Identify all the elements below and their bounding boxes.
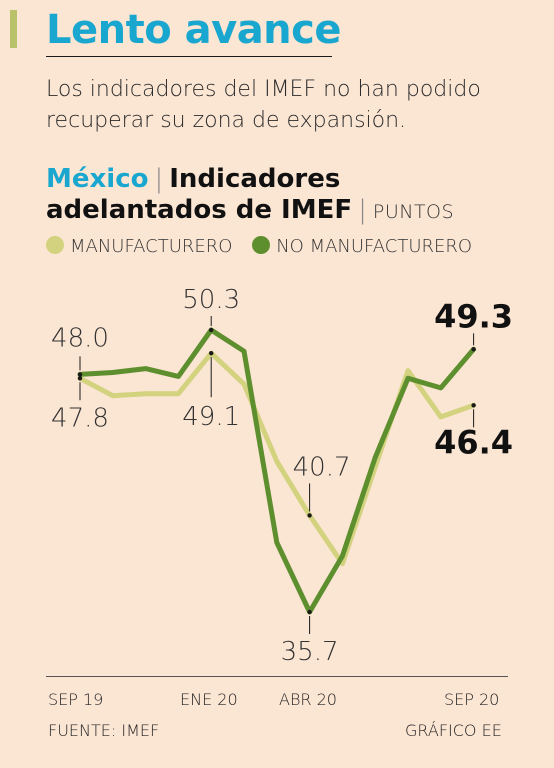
- x-tick-abr20: ABR 20: [279, 690, 337, 709]
- annotation-point-47-8: [77, 376, 83, 381]
- legend-item-manufacturero: MANUFACTURERO: [46, 236, 238, 257]
- series-line-no-manufacturero: [77, 327, 477, 615]
- data-label-49-1: 49.1: [182, 402, 240, 432]
- annotation-point-46-4: [471, 403, 476, 408]
- data-label-49-3: 49.3: [434, 297, 513, 335]
- data-label-46-4: 46.4: [434, 423, 513, 461]
- annotation-point-49-1: [209, 350, 214, 356]
- chart-heading: México | Indicadores adelantados de IMEF | P…: [46, 164, 546, 228]
- x-axis-line: [46, 676, 508, 677]
- legend-label-manufacturero: MANUFACTURERO: [70, 236, 233, 257]
- legend-dot-manufacturero: [46, 236, 64, 254]
- data-label-47-8: 47.8: [51, 403, 109, 433]
- data-label-48-0: 48.0: [51, 323, 109, 353]
- legend-item-no-manufacturero: NO MANUFACTURERO: [252, 236, 472, 257]
- source-note: FUENTE: IMEF: [48, 721, 160, 740]
- country-label: México: [46, 164, 149, 194]
- annotation-point-49-3: [471, 347, 476, 352]
- annotation-point-50-3: [209, 327, 214, 333]
- page-title: Lento avance: [46, 7, 342, 53]
- units-separator: |: [358, 195, 367, 225]
- annotation-point-35-7: [307, 609, 312, 615]
- data-label-35-7: 35.7: [281, 637, 339, 667]
- legend-label-no-manufacturero: NO MANUFACTURERO: [276, 236, 473, 257]
- series-line-manufacturero: [77, 350, 477, 567]
- credit-note: GRÁFICO EE: [405, 721, 502, 740]
- chart-title-line2: adelantados de IMEF: [46, 195, 353, 225]
- title-accent-bar: [10, 10, 17, 48]
- chart-title-line1: Indicadores: [169, 164, 341, 194]
- x-tick-sep19: SEP 19: [48, 690, 104, 709]
- heading-separator: |: [154, 164, 164, 194]
- title-underline: [46, 56, 332, 57]
- x-tick-sep20: SEP 20: [444, 690, 500, 709]
- data-label-50-3: 50.3: [182, 285, 240, 315]
- annotation-point-48-0: [77, 372, 83, 377]
- annotation-point-40-7: [307, 513, 312, 518]
- legend-dot-no-manufacturero: [252, 236, 271, 254]
- chart-legend: MANUFACTURERO NO MANUFACTURERO: [46, 234, 486, 260]
- x-tick-ene20: ENE 20: [180, 690, 238, 709]
- units-label: PUNTOS: [372, 201, 455, 223]
- data-label-40-7: 40.7: [293, 452, 351, 482]
- page-subtitle: Los indicadores del IMEF no han podido r…: [46, 77, 481, 133]
